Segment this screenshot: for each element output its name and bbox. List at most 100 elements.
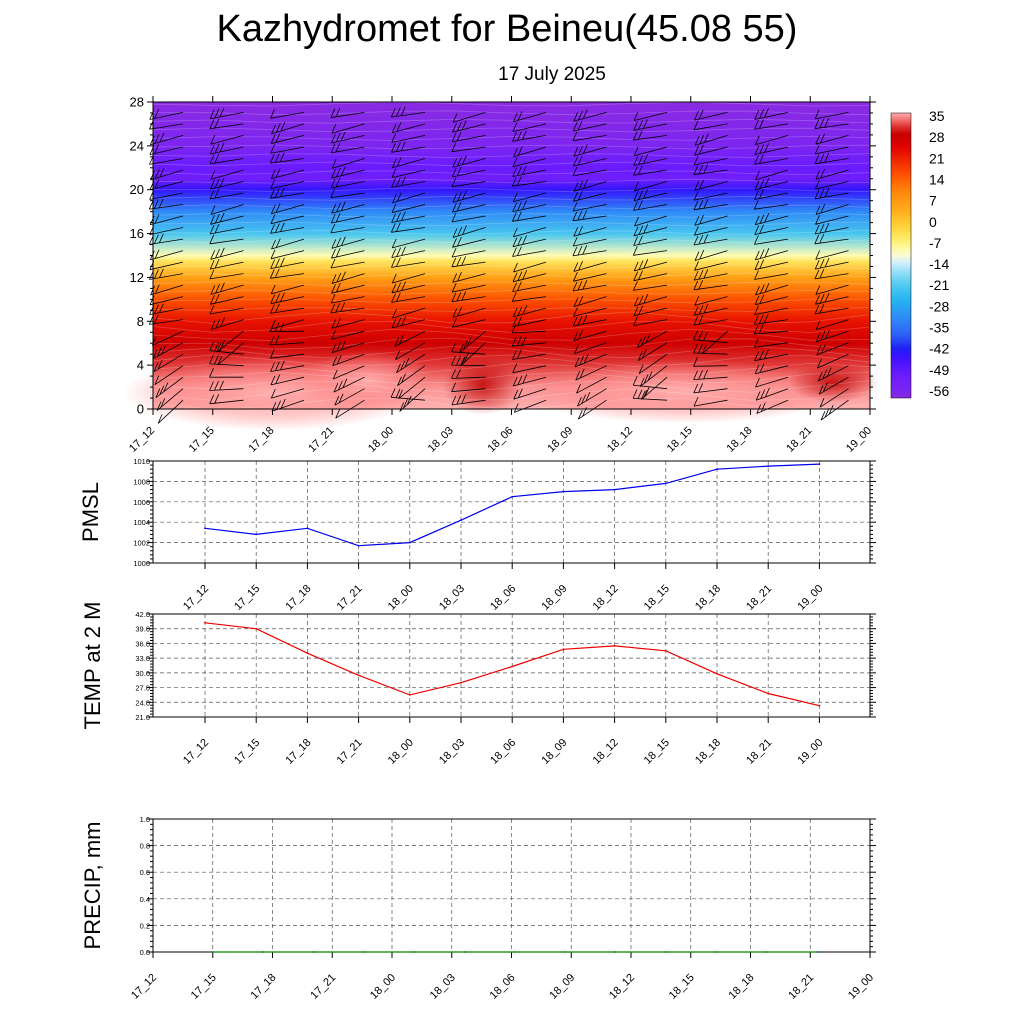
wind-barb [701,330,728,355]
wind-barb [512,227,547,238]
wind-barb [331,123,365,134]
x-tick-label: 18_03 [437,737,467,767]
y-tick-label: 0.8 [140,842,150,851]
y-tick-label: 20 [130,182,144,197]
wind-barb [331,340,365,353]
wind-barb [392,192,426,204]
wind-barb [633,281,668,291]
wind-barb [391,316,426,329]
wind-barb [814,304,849,315]
data-point [408,541,411,544]
wind-barb [331,158,365,169]
wind-barb [209,368,244,378]
data-point [312,951,315,953]
wind-barb [814,153,849,165]
wind-barb [577,388,607,407]
wind-barb [633,259,668,272]
data-point [815,951,818,953]
data-point [212,951,214,953]
wind-barb [271,398,305,412]
data-point [818,704,821,707]
y-tick-label: 39.0 [135,625,150,634]
data-point [204,527,206,530]
wind-barb [394,330,426,347]
wind-barb [755,169,789,181]
y-tick-label: 0.0 [140,948,150,957]
wind-barb [755,387,789,401]
x-tick-label: 19_00 [844,425,874,455]
x-tick-label: 18_21 [786,972,816,1002]
wind-barb [639,365,668,387]
wind-barb [451,355,486,367]
wind-barb [155,376,184,399]
wind-barb [573,155,607,167]
wind-barb [638,353,668,375]
x-tick-label: 18_09 [547,972,577,1002]
wind-barb [330,293,365,304]
y-tick-label: 1.0 [140,815,150,824]
temp2m-panel: 21.0 24.0 27.0 30.0 33.0 36.0 39.0 42.0 17_12 17_… [80,602,876,767]
colorbar-label: 35 [929,108,945,124]
wind-barb [513,146,547,158]
wind-barb [270,168,305,180]
wind-barb [817,365,849,382]
wind-barb [397,365,426,387]
wind-barb [452,112,486,123]
wind-barb [270,203,305,215]
x-tick-label: 18_03 [437,583,467,613]
plot-frame [152,613,871,718]
wind-barb [210,177,244,190]
x-tick-label: 19_00 [795,737,825,767]
wind-barb [572,120,607,132]
data-point [715,951,717,953]
contour-line [152,337,871,351]
data-point [765,951,768,953]
chart-title: Kazhydromet for Beineu(45.08 55) [216,8,798,50]
wind-barb [512,130,547,142]
data-point [767,692,770,695]
colorbar-label: -42 [929,341,949,357]
y-tick-label: 8 [137,314,144,329]
wind-barb [512,111,547,123]
x-tick-label: 18_21 [744,737,774,767]
wind-barb [693,155,728,166]
wind-barb [391,292,426,303]
wind-barb [632,246,668,256]
contour-line [152,170,871,176]
wind-barb [512,305,547,318]
wind-barb [452,306,486,318]
wind-barb [512,122,547,132]
wind-barb [391,168,426,178]
wind-barb [330,107,365,119]
wind-barb [333,376,365,393]
x-tick-label: 17_12 [127,425,157,455]
wind-barb [396,353,426,374]
wind-barb [513,388,547,400]
x-tick-label: 18_06 [486,425,516,455]
contour-line [152,238,871,244]
x-tick-label: 18_18 [725,425,755,455]
wind-barb [399,388,426,412]
wind-barb [209,341,244,355]
wind-barb [460,342,486,367]
wind-barb [451,291,486,303]
contour-line [152,281,871,287]
wind-barb [451,283,486,293]
wind-barb [633,119,668,131]
wind-barb [331,236,365,249]
wind-barb [209,107,244,120]
data-point [562,490,565,493]
contour-line [152,328,871,342]
data-point [408,694,411,696]
colorbar-bar [890,112,912,399]
wind-barb [633,181,668,192]
heatmap-cool-region [788,362,878,403]
wind-barb [271,121,305,135]
wind-barb [637,342,668,362]
wind-barb [398,376,426,399]
wind-barb [572,315,607,327]
wind-barb [270,109,305,119]
wind-barb [694,226,728,236]
data-point [262,951,265,953]
wind-barb [754,270,789,280]
